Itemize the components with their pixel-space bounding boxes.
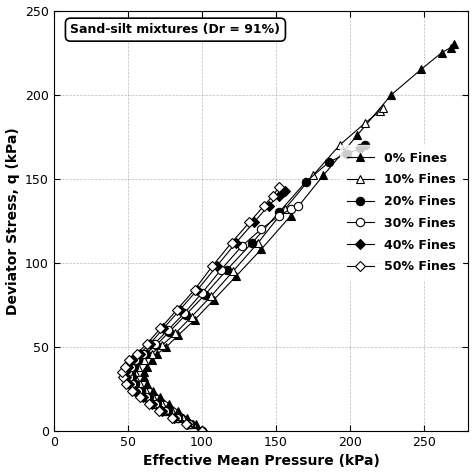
Legend: 0% Fines, 10% Fines, 20% Fines, 30% Fines, 40% Fines, 50% Fines: 0% Fines, 10% Fines, 20% Fines, 30% Fine…	[340, 145, 462, 280]
Y-axis label: Deviator Stress, q (kPa): Deviator Stress, q (kPa)	[6, 127, 19, 315]
Text: Sand-silt mixtures (Dr = 91%): Sand-silt mixtures (Dr = 91%)	[71, 23, 281, 36]
X-axis label: Effective Mean Pressure (kPa): Effective Mean Pressure (kPa)	[143, 455, 380, 468]
